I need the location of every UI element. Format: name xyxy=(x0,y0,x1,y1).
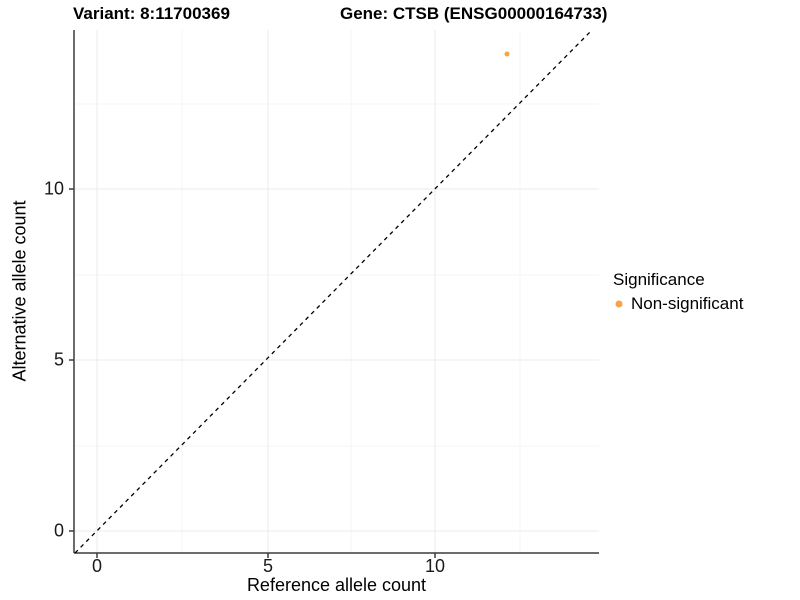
data-point xyxy=(504,51,510,57)
legend-item-non-significant: Non-significant xyxy=(613,294,798,314)
legend-title: Significance xyxy=(613,270,705,289)
y-tick-label-10: 10 xyxy=(43,178,64,199)
y-tick-label-0: 0 xyxy=(53,520,64,541)
axis-lines xyxy=(73,30,599,554)
grid-major xyxy=(74,30,599,553)
x-tick-label-5: 5 xyxy=(262,556,274,576)
legend-marker-icon xyxy=(615,300,623,308)
x-axis-title: Reference allele count xyxy=(246,575,427,595)
legend: Significance Non-significant xyxy=(613,270,798,314)
x-tick-label-10: 10 xyxy=(424,556,446,576)
variant-title: Variant: 8:11700369 xyxy=(73,4,230,23)
x-tick-label-0: 0 xyxy=(91,556,103,576)
tick-marks xyxy=(69,188,436,558)
identity-reference-line xyxy=(74,29,593,554)
grid-minor xyxy=(74,30,599,553)
gene-title: Gene: CTSB (ENSG00000164733) xyxy=(340,4,608,23)
y-axis-title: Alternative allele count xyxy=(9,200,30,382)
y-tick-label-5: 5 xyxy=(53,349,64,370)
legend-item-label: Non-significant xyxy=(631,294,744,313)
